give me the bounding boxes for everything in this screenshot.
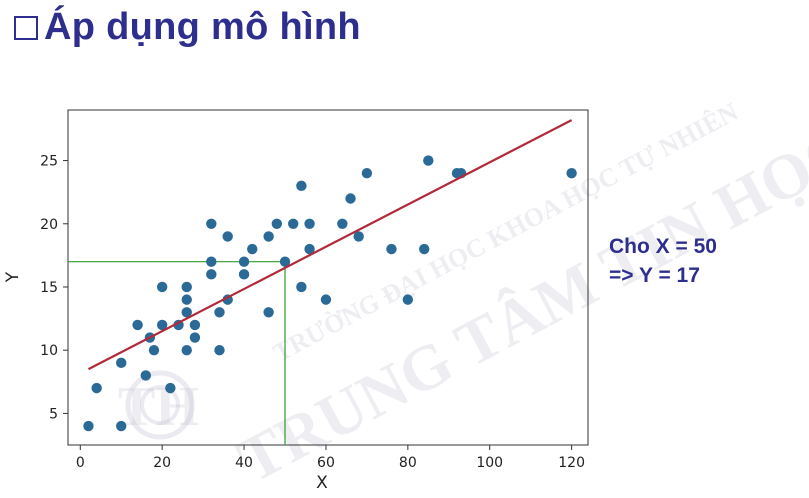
y-tick-label: 25 [40,154,58,170]
data-point [238,256,250,267]
annotation-line-2: => Y = 17 [609,264,700,287]
prediction-annotation: Cho X = 50 => Y = 17 [609,232,717,290]
data-point [279,256,291,267]
checkbox-bullet-icon [14,15,38,40]
data-point [304,218,315,229]
y-tick-label: 15 [40,280,58,296]
data-point [566,168,577,179]
data-point [423,155,434,166]
data-point [206,256,217,267]
data-point [189,319,201,331]
data-point [238,269,250,280]
data-point [165,382,176,394]
data-point [247,243,258,255]
y-tick-label: 20 [40,217,58,233]
data-point [345,193,356,204]
data-point [402,294,414,305]
x-axis-ticks: 0 20 40 60 80 100 120 [76,445,585,471]
data-point [132,319,143,331]
data-point [181,281,192,293]
plot-area-frame [67,109,589,446]
data-point [181,294,192,305]
slide-title: Áp dụng mô hình [14,6,361,49]
regression-line [87,119,573,371]
data-point [263,307,274,318]
y-tick-label: 5 [49,406,58,422]
data-point [271,218,283,229]
data-point [148,344,160,356]
x-tick-label: 20 [153,455,171,471]
regression-line-group [87,119,573,371]
annotation-line-1: Cho X = 50 [609,235,717,258]
data-points [83,155,577,432]
data-point [337,218,348,229]
y-axis-ticks: 5 10 15 20 25 [40,154,68,422]
data-point [287,218,299,229]
data-point [206,269,217,280]
data-point [419,243,430,255]
data-point [91,382,102,394]
data-point [353,231,364,242]
data-point [296,180,307,192]
data-point [214,344,225,356]
data-point [206,218,217,229]
data-point [361,168,373,179]
x-tick-label: 80 [399,455,417,471]
data-point [189,332,201,343]
data-point [263,231,274,242]
x-tick-label: 60 [317,455,335,471]
x-tick-label: 0 [76,455,85,471]
data-point [214,307,225,318]
x-tick-label: 120 [558,455,585,471]
x-axis-label: X [316,473,328,493]
slide-title-text: Áp dụng mô hình [44,6,361,48]
data-point [296,281,307,293]
data-point [222,231,233,242]
y-tick-label: 10 [40,343,58,359]
data-point [181,307,192,318]
x-tick-label: 100 [476,455,503,471]
data-point [156,281,168,293]
x-tick-label: 40 [235,455,253,471]
data-point [156,319,168,331]
data-point [116,357,127,369]
data-point [181,344,192,356]
data-point [304,243,315,255]
data-point [386,243,397,255]
guide-lines [68,261,286,445]
data-point [83,420,94,432]
data-point [116,420,127,432]
data-point [320,294,332,305]
data-point [140,370,151,381]
y-axis-label: Y [3,271,23,283]
